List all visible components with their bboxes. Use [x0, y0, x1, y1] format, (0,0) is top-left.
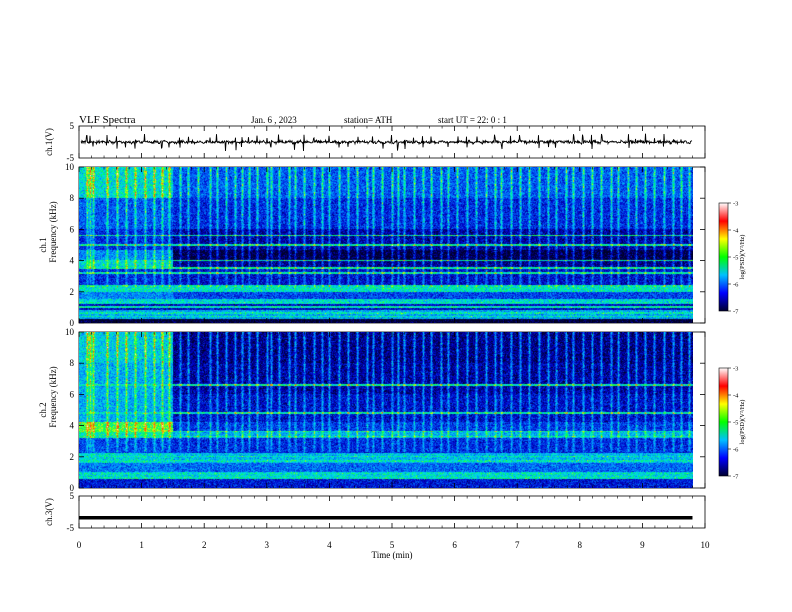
time-tick-label: 2 — [202, 540, 207, 550]
ch1-ytick-label: 6 — [70, 224, 75, 234]
ch2-frequency-ylabel: Frequency (kHz) — [48, 366, 58, 427]
time-tick-label: 5 — [390, 540, 395, 550]
ch3-ytick-top: 5 — [70, 491, 75, 501]
start-time-label: start UT = 22: 0 : 1 — [438, 115, 507, 125]
ch2-ytick-label: 6 — [70, 389, 75, 399]
time-tick-label: 1 — [139, 540, 144, 550]
ch2-channel-label: ch.2 — [38, 402, 48, 417]
ch1-spectrogram-image — [79, 167, 693, 323]
time-tick-label: 7 — [515, 540, 520, 550]
time-tick-label: 0 — [77, 540, 82, 550]
ch2-colorbar: -3 -4 -5 -6 -7 log(PSD)(V²/Hz) — [718, 366, 746, 481]
colorbar-tick-label: -3 — [733, 366, 738, 373]
time-tick-label: 4 — [327, 540, 332, 550]
colorbar-tick-label: -3 — [733, 201, 738, 208]
ch1-channel-label: ch.1 — [38, 237, 48, 252]
ch1-ytick-label: 4 — [70, 256, 75, 266]
date-label: Jan. 6 , 2023 — [251, 115, 297, 125]
ch1-ytick-label: 0 — [70, 318, 75, 328]
ch3-waveform-panel: 5 -5 ch.3(V) — [44, 491, 706, 533]
ch2-ytick-label: 4 — [70, 421, 75, 431]
ch2-ytick-label: 2 — [70, 452, 75, 462]
station-label: station= ATH — [344, 115, 393, 125]
time-tick-label: 10 — [701, 540, 711, 550]
ch1-waveform-panel: 5 -5 ch.1(V) — [44, 121, 706, 163]
time-tick-label: 8 — [578, 540, 583, 550]
ch1-frequency-ylabel: Frequency (kHz) — [48, 201, 58, 262]
ch1-ytick-label: 8 — [70, 193, 75, 203]
ch3-waveform-ylabel: ch.3(V) — [44, 498, 54, 526]
colorbar-gradient — [718, 367, 729, 477]
time-axis-label: Time (min) — [372, 550, 413, 560]
ch2-ytick-label: 0 — [70, 483, 75, 493]
colorbar-label: log(PSD)(V²/Hz) — [739, 235, 746, 280]
ch2-ytick-label: 10 — [65, 327, 75, 337]
figure-title: VLF Spectra — [79, 114, 136, 126]
colorbar-tick-label: -5 — [733, 255, 738, 262]
time-tick-label: 3 — [265, 540, 270, 550]
ch1-waveform-trace — [80, 133, 693, 152]
colorbar-tick-label: -4 — [733, 228, 739, 235]
time-tick-label: 9 — [640, 540, 645, 550]
ch1-frequency-ticks: 10 8 6 4 2 0 — [65, 162, 705, 328]
ch1-ytick-label: 2 — [70, 287, 75, 297]
ch1-spectrogram-panel: 10 8 6 4 2 0 ch.1 Frequency (kHz) — [38, 162, 706, 328]
ch1-ytick-label: 10 — [65, 162, 75, 172]
ch1-ytick-top: 5 — [70, 121, 75, 131]
colorbar-tick-label: -6 — [733, 447, 739, 454]
ch1-ytick-bottom: -5 — [67, 153, 75, 163]
ch2-spectrogram-panel: 10 8 6 4 2 0 ch.2 Frequency (kHz) — [38, 327, 706, 493]
colorbar-label: log(PSD)(V²/Hz) — [739, 400, 746, 445]
ch2-frequency-ticks: 10 8 6 4 2 0 — [65, 327, 705, 493]
ch1-colorbar: -3 -4 -5 -6 -7 log(PSD)(V²/Hz) — [718, 201, 746, 316]
colorbar-gradient — [718, 202, 729, 312]
ch1-waveform-ylabel: ch.1(V) — [44, 128, 54, 156]
colorbar-tick-label: -6 — [733, 282, 739, 289]
time-axis: 0 1 2 3 4 5 6 7 8 9 10 — [77, 126, 710, 550]
time-tick-label: 6 — [452, 540, 457, 550]
ch2-ytick-label: 8 — [70, 358, 75, 368]
colorbar-tick-label: -7 — [733, 309, 739, 316]
ch3-waveform-frame — [78, 495, 706, 529]
ch3-ytick-bottom: -5 — [67, 523, 75, 533]
colorbar-tick-label: -4 — [733, 393, 739, 400]
colorbar-tick-label: -7 — [733, 474, 739, 481]
colorbar-tick-label: -5 — [733, 420, 738, 427]
ch2-spectrogram-image — [79, 332, 693, 488]
